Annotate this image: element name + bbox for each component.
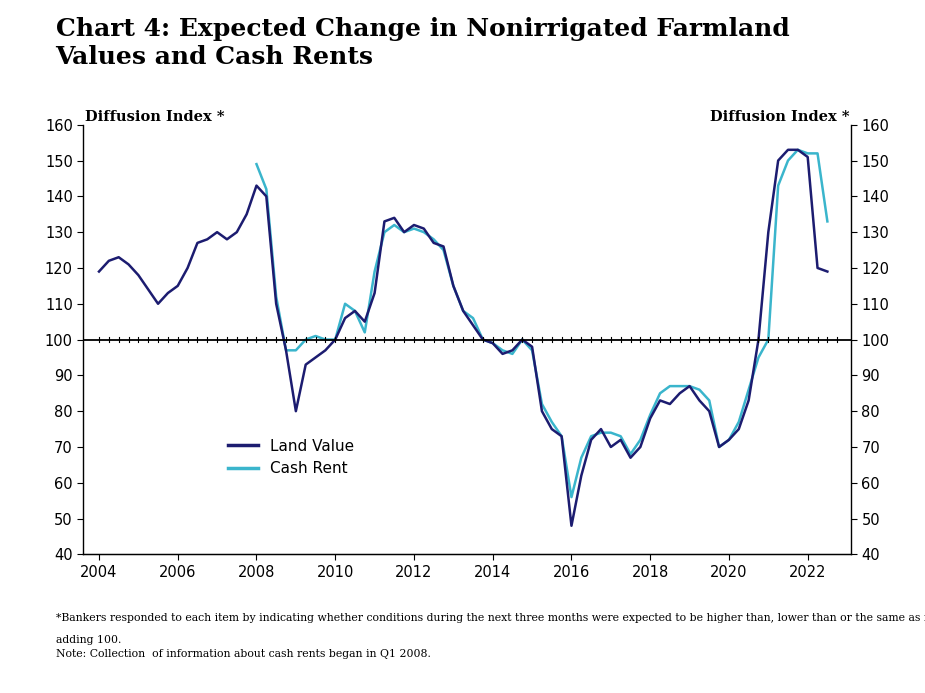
- Cash Rent: [339, 299, 351, 308]
- Cash Rent: [271, 292, 282, 301]
- Cash Rent: [821, 218, 832, 226]
- Land Value: [704, 407, 715, 415]
- Text: Chart 4: Expected Change in Nonirrigated Farmland: Chart 4: Expected Change in Nonirrigated…: [56, 17, 789, 42]
- Cash Rent: [547, 418, 558, 426]
- Land Value: [655, 396, 666, 405]
- Cash Rent: [310, 332, 321, 340]
- Land Value: [566, 522, 577, 530]
- Text: *Bankers responded to each item by indicating whether conditions during the next: *Bankers responded to each item by indic…: [56, 613, 925, 623]
- Text: Diffusion Index *: Diffusion Index *: [710, 110, 849, 124]
- Text: Note: Collection  of information about cash rents began in Q1 2008.: Note: Collection of information about ca…: [56, 649, 430, 659]
- Land Value: [93, 267, 105, 276]
- Land Value: [674, 389, 685, 397]
- Text: adding 100.: adding 100.: [56, 635, 121, 645]
- Line: Land Value: Land Value: [99, 150, 827, 526]
- Cash Rent: [674, 382, 685, 390]
- Text: Diffusion Index *: Diffusion Index *: [85, 110, 224, 124]
- Text: Values and Cash Rents: Values and Cash Rents: [56, 45, 374, 69]
- Land Value: [153, 299, 164, 308]
- Cash Rent: [399, 228, 410, 236]
- Land Value: [821, 267, 832, 276]
- Line: Cash Rent: Cash Rent: [256, 150, 827, 497]
- Cash Rent: [566, 493, 577, 501]
- Legend: Land Value, Cash Rent: Land Value, Cash Rent: [221, 432, 361, 482]
- Cash Rent: [251, 160, 262, 168]
- Land Value: [684, 382, 695, 390]
- Cash Rent: [793, 146, 804, 154]
- Land Value: [753, 335, 764, 344]
- Land Value: [783, 146, 794, 154]
